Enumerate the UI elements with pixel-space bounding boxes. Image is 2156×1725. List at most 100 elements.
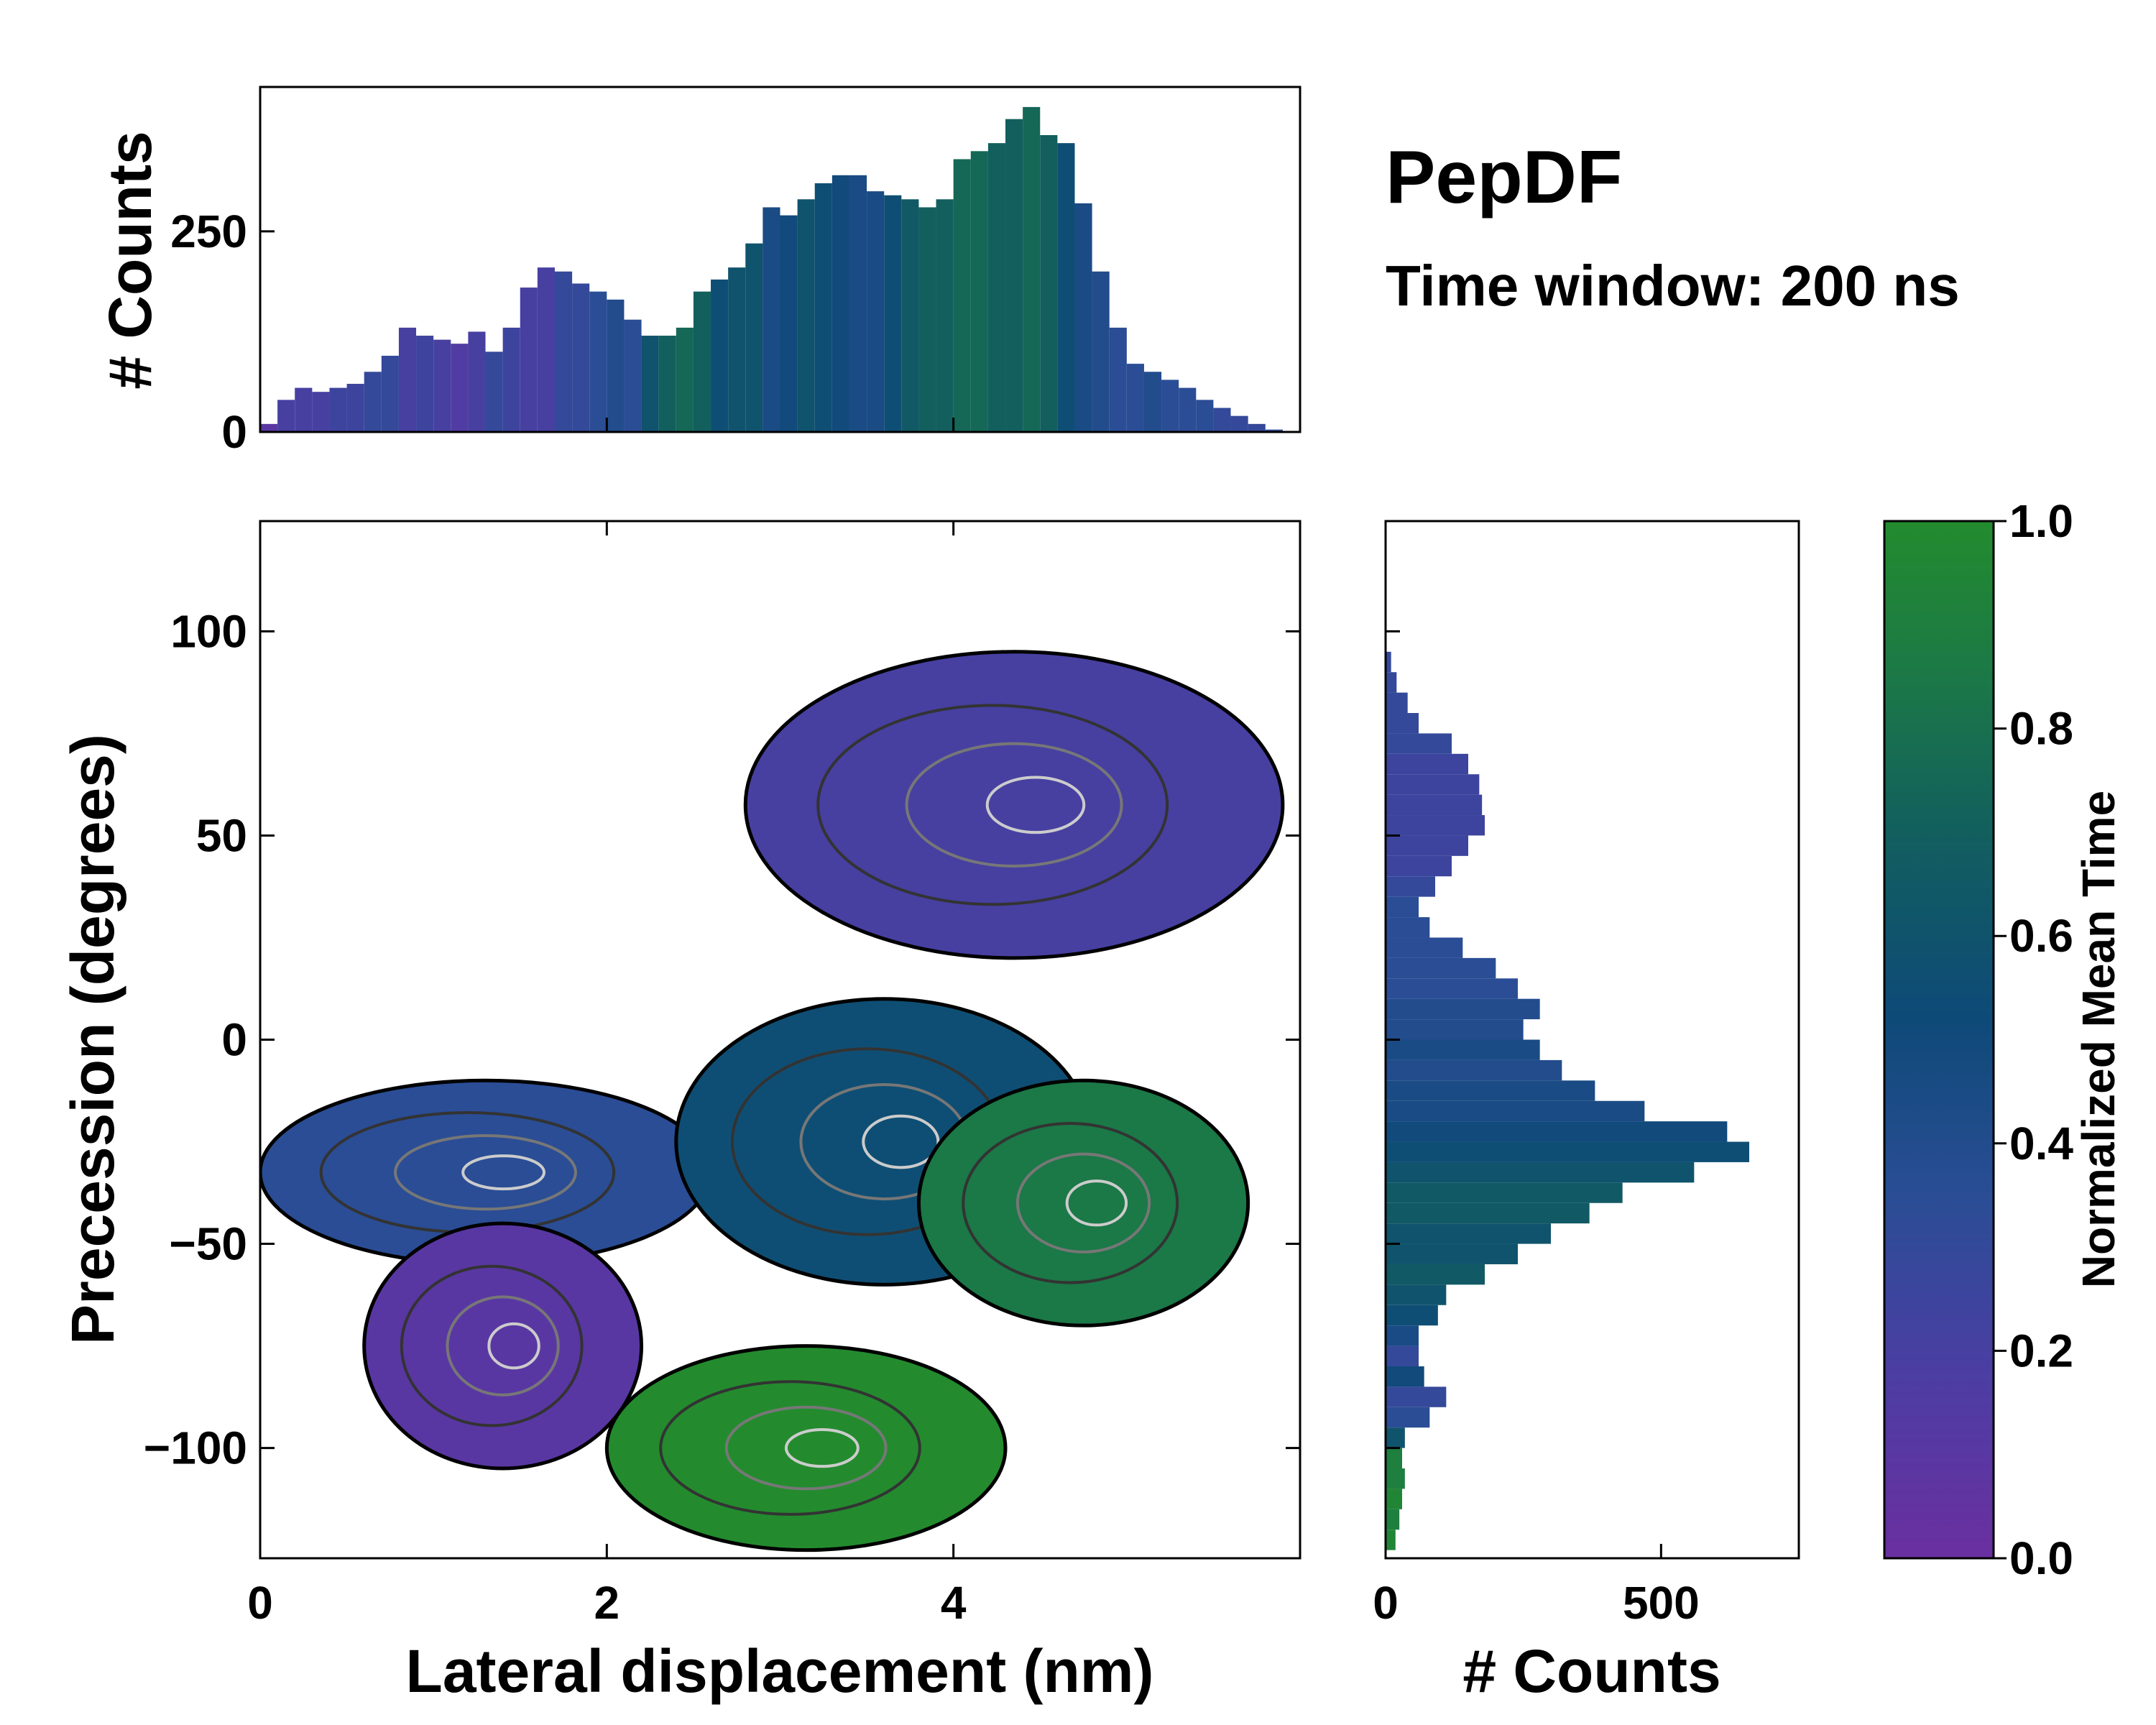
right-hist-bar <box>1386 998 1540 1020</box>
x-tick-label: 2 <box>594 1577 620 1629</box>
heatmap-region-upper-purple-blob <box>743 650 1285 960</box>
top-hist-bar <box>953 159 971 432</box>
colorbar-tick-label: 0.0 <box>2009 1532 2073 1584</box>
density-contour <box>461 1154 546 1191</box>
main-x-axis-label: Lateral displacement (nm) <box>406 1637 1154 1705</box>
top-hist-bar <box>918 207 936 432</box>
top-hist-bar <box>589 291 607 432</box>
right-hist-bar <box>1386 1059 1562 1081</box>
top-hist-bar <box>970 151 988 433</box>
right-hist-bar <box>1386 794 1483 816</box>
colorbar-tick-label: 1.0 <box>2009 495 2073 547</box>
top-hist-bar <box>1161 380 1179 432</box>
top-y-tick-label: 0 <box>221 406 247 458</box>
right-hist-bar <box>1386 733 1452 754</box>
density-contour <box>1015 1152 1151 1254</box>
right-hist-bar <box>1386 1162 1695 1183</box>
right-hist-bar <box>1386 1407 1430 1428</box>
chart-title: PepDF <box>1386 136 1622 219</box>
top-hist-bar <box>260 423 278 432</box>
right-hist-bar <box>1386 1121 1728 1142</box>
right-hist-bar <box>1386 1386 1447 1407</box>
right-hist-bar <box>1386 1243 1518 1264</box>
right-hist-bar <box>1386 1346 1419 1366</box>
heatmap-regions <box>260 650 1285 1552</box>
top-hist-bar <box>1040 134 1058 432</box>
colorbar-gradient <box>1883 520 1995 1560</box>
top-hist-bar <box>572 283 590 432</box>
main-y-ticks: 100 50 0 −50 −100 <box>144 605 1300 1474</box>
right-x-ticks: 0 500 <box>1373 630 1700 1629</box>
heatmap-region-bottom-green <box>604 1344 1008 1552</box>
top-hist-bar <box>416 336 434 432</box>
y-tick-label: 0 <box>221 1014 247 1066</box>
right-hist-bar <box>1386 917 1430 938</box>
top-hist-bar <box>433 339 451 432</box>
right-hist-bar <box>1386 978 1518 999</box>
chart-subtitle: Time window: 200 ns <box>1386 254 1960 318</box>
top-y-tick-label: 250 <box>170 206 247 257</box>
right-hist-bar <box>1386 1427 1405 1448</box>
top-hist-bar <box>468 331 486 432</box>
top-hist-bar <box>1248 423 1266 432</box>
density-contour <box>659 1380 921 1516</box>
right-hist-bar <box>1386 713 1419 734</box>
right-histogram-bars <box>1386 651 1749 1550</box>
right-hist-bar <box>1386 876 1435 897</box>
right-hist-bar <box>1386 1019 1524 1040</box>
colorbar: 0.0 0.2 0.4 0.6 0.8 1.0 Normalized Mean Time <box>1883 495 2124 1584</box>
main-heatmap-panel: 0 2 4 100 50 0 −50 −100 Lateral displacement (… <box>59 520 1302 1705</box>
colorbar-tick-label: 0.6 <box>2009 910 2073 962</box>
top-hist-bar <box>901 199 919 432</box>
right-hist-bar <box>1386 774 1480 795</box>
y-tick-label: −100 <box>144 1422 247 1474</box>
top-hist-bar <box>1057 143 1075 433</box>
top-hist-bar <box>936 199 954 432</box>
top-histogram-panel: 0 250 # Counts <box>96 86 1302 458</box>
density-contour <box>985 776 1086 834</box>
top-hist-bar <box>849 175 867 432</box>
top-hist-bar <box>693 291 711 432</box>
right-hist-bar <box>1386 1366 1424 1387</box>
right-hist-bar <box>1386 1530 1396 1550</box>
top-y-axis-label: # Counts <box>96 131 164 389</box>
top-hist-bar <box>502 327 520 432</box>
top-hist-bar <box>1005 119 1023 432</box>
density-contour <box>905 742 1123 868</box>
right-histogram-panel: 0 500 # Counts <box>1373 520 1800 1705</box>
top-hist-bar <box>346 384 364 432</box>
density-contour <box>1065 1179 1128 1227</box>
y-tick-label: −50 <box>169 1218 247 1270</box>
x-tick-label: 4 <box>941 1577 967 1629</box>
top-hist-bar <box>364 372 382 432</box>
top-hist-bar <box>797 199 815 432</box>
top-histogram-bars <box>260 106 1283 433</box>
density-contour <box>394 1134 577 1211</box>
top-hist-bar <box>329 387 347 432</box>
right-x-tick-label: 0 <box>1373 1577 1399 1629</box>
density-contour <box>862 1114 940 1169</box>
top-hist-bar <box>658 336 676 432</box>
top-hist-bar <box>676 327 694 432</box>
right-hist-bar <box>1386 1305 1438 1326</box>
right-x-tick-label: 500 <box>1623 1577 1700 1629</box>
top-hist-bar <box>831 175 849 432</box>
top-hist-bar <box>520 288 538 432</box>
top-hist-bar <box>641 336 659 432</box>
top-hist-bar <box>1213 408 1231 432</box>
top-hist-bar <box>763 207 780 432</box>
right-hist-bar <box>1386 753 1468 775</box>
right-hist-bar <box>1386 1223 1551 1244</box>
top-hist-bar <box>814 183 832 432</box>
colorbar-ticks: 0.0 0.2 0.4 0.6 0.8 1.0 <box>1994 495 2073 1584</box>
top-hist-bar <box>381 355 399 432</box>
top-hist-bar <box>451 344 469 432</box>
right-hist-bar <box>1386 1182 1623 1203</box>
top-hist-bar <box>624 319 642 432</box>
heatmap-region-right-green <box>916 1078 1250 1328</box>
right-hist-bar <box>1386 1468 1405 1489</box>
right-hist-bar <box>1386 1264 1485 1285</box>
top-hist-bar <box>537 267 555 432</box>
top-hist-bar <box>1109 327 1127 432</box>
